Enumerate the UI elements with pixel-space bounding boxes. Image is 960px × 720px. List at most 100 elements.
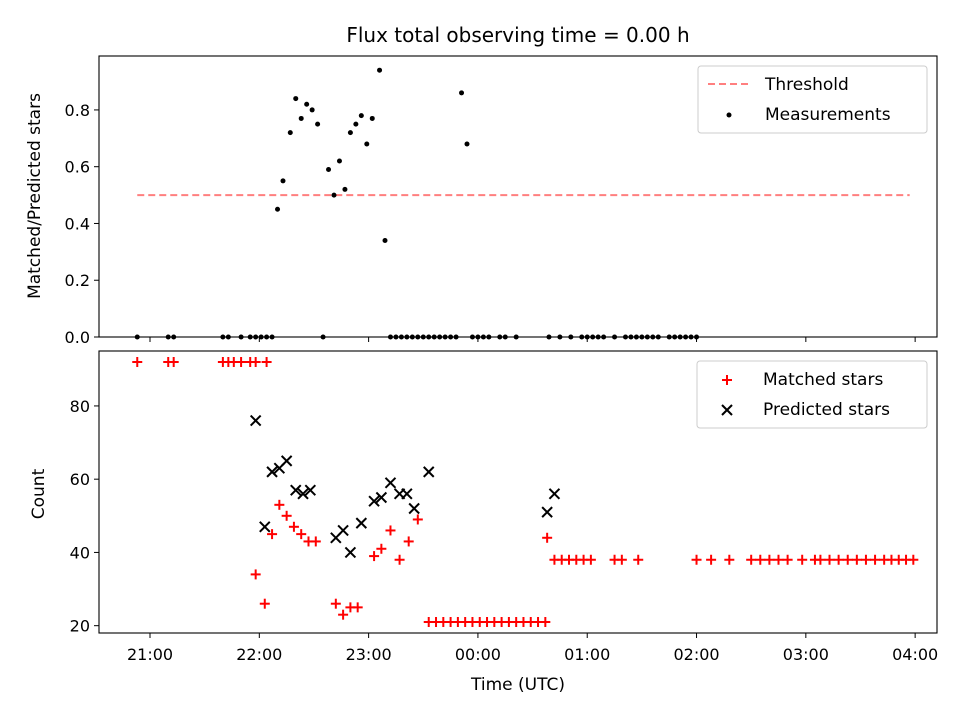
matched-star-point — [376, 543, 387, 554]
predicted-star-point-b — [266, 466, 278, 478]
matched-star-point — [403, 536, 414, 547]
predicted-star-point — [541, 506, 553, 518]
matched-star-point — [746, 554, 757, 565]
predicted-star-point — [266, 466, 278, 478]
predicted-star-point — [368, 495, 380, 507]
predicted-star-point-b — [541, 506, 553, 518]
bottom-axes-frame — [98, 350, 938, 634]
predicted-star-point-b — [304, 484, 317, 496]
matched-star-point — [540, 617, 551, 628]
measurement-point — [326, 167, 332, 173]
matched-star-point — [310, 536, 321, 547]
measurement-point — [336, 158, 342, 164]
matched-star-point — [369, 551, 380, 562]
measurement-point — [293, 96, 299, 102]
top-axes-frame — [98, 55, 938, 338]
top-ytick-label: 0.2 — [65, 271, 90, 290]
bottom-xtick-label: 22:00 — [236, 645, 282, 664]
bottom-ytick-label: 80 — [70, 397, 90, 416]
bottom-xtick-label: 00:00 — [455, 645, 501, 664]
measurement-point — [331, 192, 337, 198]
top-ytick-label: 0.6 — [65, 158, 90, 177]
predicted-star-point — [280, 455, 293, 467]
measurement-point — [287, 130, 293, 136]
matched-star-point — [236, 356, 247, 367]
matched-stars-series — [132, 356, 919, 628]
matched-legend-marker — [722, 375, 732, 385]
top-legend: Threshold Measurements — [697, 65, 928, 134]
matched-star-point — [782, 554, 793, 565]
measurement-point — [280, 178, 286, 184]
measurement-point — [342, 186, 348, 192]
predicted-star-point-b — [290, 484, 302, 496]
matched-star-point — [296, 529, 307, 540]
predicted-star-point — [337, 524, 349, 537]
bottom-ticks: 20 40 60 80 21:00 22:00 23:00 00:00 01:00 02:00 03… — [70, 397, 939, 664]
bottom-xlabel: Time (UTC) — [470, 675, 565, 695]
measurements-legend-label: Measurements — [765, 105, 891, 125]
matched-star-point — [764, 554, 775, 565]
bottom-ytick-label: 40 — [70, 543, 90, 562]
bottom-xtick-label: 21:00 — [127, 645, 173, 664]
measurement-point — [364, 141, 370, 147]
matched-star-point — [330, 598, 341, 609]
predicted-star-point — [548, 488, 561, 500]
matched-star-point — [833, 554, 844, 565]
predicted-legend-marker-b — [721, 404, 733, 416]
matched-star-point — [281, 510, 292, 521]
matched-legend-label: Matched stars — [763, 370, 883, 390]
matched-star-point — [585, 554, 596, 565]
predicted-star-point-b — [384, 477, 397, 489]
top-ylabel: Matched/Predicted stars — [25, 93, 45, 299]
matched-star-point — [352, 602, 363, 613]
top-ticks: 0.0 0.2 0.4 0.6 0.8 — [65, 101, 916, 347]
matched-star-point — [542, 532, 553, 543]
predicted-star-point-b — [337, 524, 349, 537]
bottom-ytick-label: 20 — [70, 617, 90, 636]
matched-star-point — [250, 569, 261, 580]
predicted-star-point — [408, 502, 420, 515]
matched-star-point — [824, 554, 835, 565]
matched-star-point — [691, 554, 702, 565]
top-panel: Flux total observing time = 0.00 h Match… — [25, 23, 938, 347]
predicted-star-point-b — [297, 488, 309, 500]
bottom-legend-box — [696, 360, 928, 429]
measurement-point — [353, 121, 359, 127]
matched-star-point — [132, 356, 143, 367]
predicted-legend-label: Predicted stars — [763, 400, 890, 420]
measurement-point — [464, 141, 470, 147]
measurement-point — [459, 90, 465, 96]
matched-star-point — [250, 356, 261, 367]
matched-star-point — [755, 554, 766, 565]
predicted-star-point — [423, 466, 435, 478]
measurement-point — [369, 115, 375, 121]
measurement-point — [309, 107, 315, 113]
matched-star-point — [412, 514, 423, 525]
predicted-legend-swatch — [721, 404, 733, 416]
predicted-star-point-b — [408, 502, 420, 515]
matched-star-point — [616, 554, 627, 565]
predicted-star-point — [375, 491, 388, 504]
predicted-star-point-b — [375, 491, 388, 504]
predicted-stars-series — [249, 414, 561, 559]
predicted-star-point — [355, 517, 368, 529]
matched-star-point — [724, 554, 735, 565]
bottom-ytick-label: 60 — [70, 470, 90, 489]
bottom-panel: Count Time (UTC) 20 40 60 80 21:00 22:00 23:00… — [29, 350, 939, 695]
matched-star-point — [851, 554, 862, 565]
predicted-star-point-b — [548, 488, 561, 500]
predicted-star-point-b — [423, 466, 435, 478]
measurement-point — [275, 206, 281, 212]
measurement-point — [304, 101, 310, 107]
predicted-star-point-b — [259, 521, 271, 533]
matched-legend-swatch — [722, 375, 732, 385]
matched-star-point — [815, 554, 826, 565]
predicted-star-point-b — [368, 495, 380, 507]
predicted-star-point-b — [355, 517, 368, 529]
matched-star-point — [394, 554, 405, 565]
matched-star-point — [385, 525, 396, 536]
bottom-xtick-label: 23:00 — [346, 645, 392, 664]
predicted-star-point — [401, 488, 413, 500]
top-ytick-label: 0.4 — [65, 214, 90, 233]
